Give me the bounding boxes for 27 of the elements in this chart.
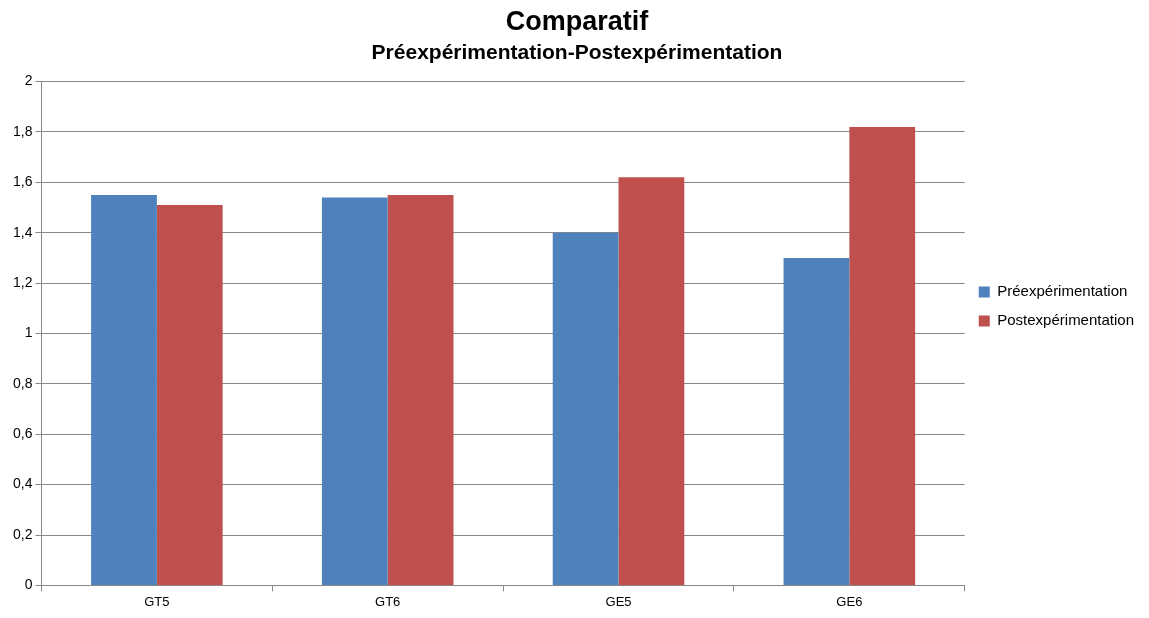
y-tick-label: 1,8: [12, 122, 33, 139]
x-tick-label: GT5: [144, 593, 170, 609]
chart-subtitle: Préexpérimentation-Postexpérimentation: [371, 39, 783, 63]
x-tick-label: GT6: [375, 593, 401, 609]
bar: [552, 232, 619, 585]
y-tick-label: 1: [24, 324, 33, 341]
bar: [783, 257, 850, 585]
y-tick-label: 2: [24, 72, 33, 89]
y-tick-label: 0: [24, 576, 33, 593]
bar: [91, 194, 157, 585]
y-tick-label: 1,6: [12, 173, 33, 190]
y-tick-label: 1,4: [12, 223, 33, 240]
y-tick-label: 1,2: [12, 273, 33, 290]
y-tick-label: 0,8: [12, 374, 33, 391]
bar: [321, 197, 388, 585]
legend-label: Postexpérimentation: [997, 311, 1135, 329]
bar: [618, 177, 685, 585]
y-tick-label: 0,4: [12, 475, 33, 492]
y-tick-label: 0,6: [12, 425, 33, 442]
chart-title: Comparatif: [505, 5, 650, 36]
x-tick-label: GE5: [605, 593, 632, 609]
legend-label: Préexpérimentation: [997, 282, 1128, 300]
x-tick-label: GE6: [836, 593, 863, 609]
y-tick-label: 0,2: [12, 525, 33, 542]
bar: [387, 194, 454, 585]
bar: [156, 205, 223, 585]
bar: [849, 126, 916, 585]
